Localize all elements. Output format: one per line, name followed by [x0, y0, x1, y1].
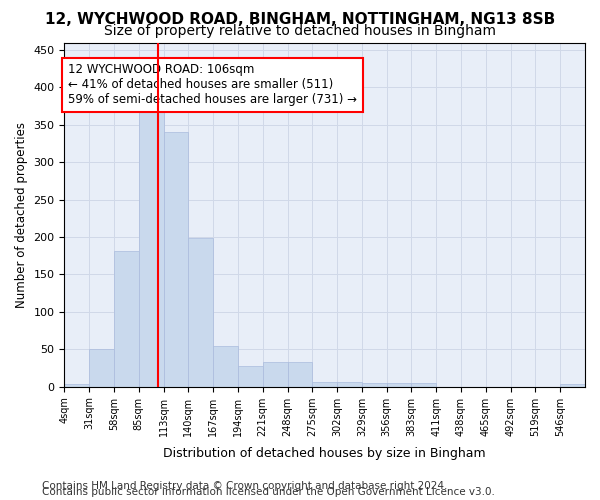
- Bar: [213, 346, 238, 387]
- Bar: [313, 382, 337, 386]
- Bar: [362, 383, 386, 386]
- Bar: [386, 383, 412, 386]
- Bar: [337, 382, 362, 386]
- Bar: [188, 238, 213, 386]
- Y-axis label: Number of detached properties: Number of detached properties: [15, 122, 28, 308]
- Bar: [64, 384, 89, 386]
- Text: 12, WYCHWOOD ROAD, BINGHAM, NOTTINGHAM, NG13 8SB: 12, WYCHWOOD ROAD, BINGHAM, NOTTINGHAM, …: [45, 12, 555, 28]
- Bar: [114, 251, 139, 386]
- X-axis label: Distribution of detached houses by size in Bingham: Distribution of detached houses by size …: [163, 447, 486, 460]
- Text: Contains public sector information licensed under the Open Government Licence v3: Contains public sector information licen…: [42, 487, 495, 497]
- Bar: [263, 362, 287, 386]
- Bar: [238, 366, 263, 386]
- Bar: [560, 384, 585, 386]
- Bar: [287, 362, 313, 386]
- Text: 12 WYCHWOOD ROAD: 106sqm
← 41% of detached houses are smaller (511)
59% of semi-: 12 WYCHWOOD ROAD: 106sqm ← 41% of detach…: [68, 64, 357, 106]
- Text: Contains HM Land Registry data © Crown copyright and database right 2024.: Contains HM Land Registry data © Crown c…: [42, 481, 448, 491]
- Text: Size of property relative to detached houses in Bingham: Size of property relative to detached ho…: [104, 24, 496, 38]
- Bar: [412, 383, 436, 386]
- Bar: [89, 350, 114, 387]
- Bar: [139, 110, 164, 386]
- Bar: [164, 132, 188, 386]
